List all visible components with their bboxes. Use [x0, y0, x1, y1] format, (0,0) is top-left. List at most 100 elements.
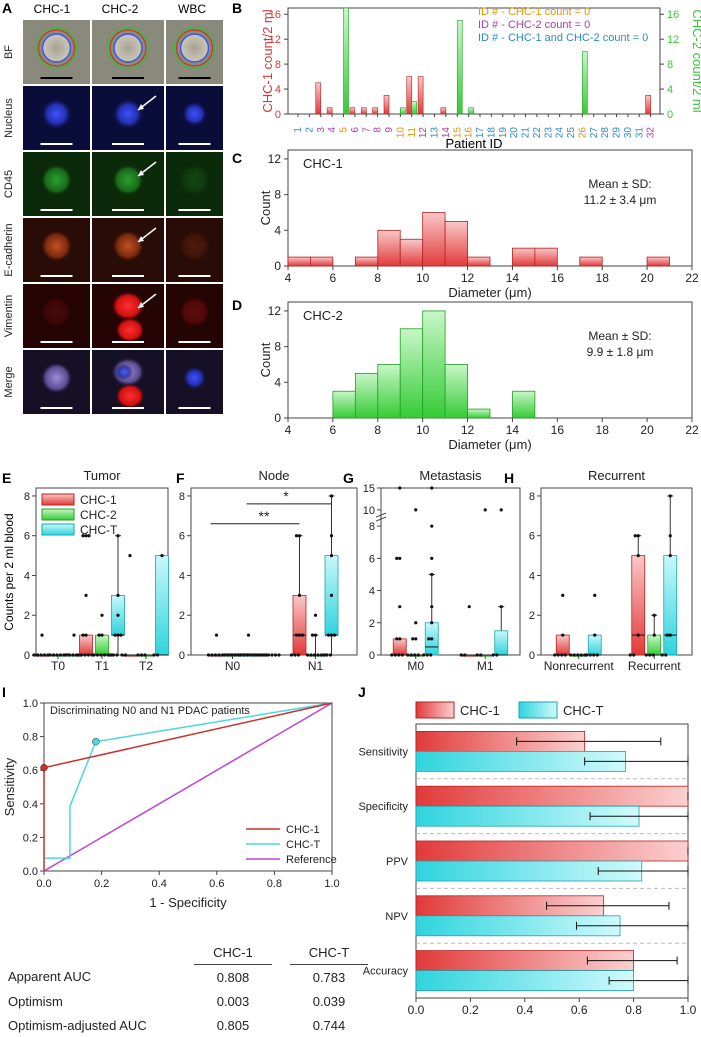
legend-swatch: [518, 701, 558, 719]
x-axis-label: 1 - Specificity: [149, 895, 227, 910]
data-point: [233, 653, 237, 657]
data-point: [499, 605, 503, 609]
histogram-bar: [646, 256, 670, 267]
legend-label: CHC-1: [286, 824, 320, 836]
histogram-bar: [354, 256, 379, 267]
data-point: [266, 653, 271, 657]
data-point: [51, 653, 56, 657]
auc-chct-value: 0.744: [312, 1017, 346, 1033]
auc-chc1-value: 0.805: [216, 1017, 250, 1033]
data-point: [100, 613, 104, 617]
panel-h-box: H Recurrent 0 2 4 6 8 Nonrecurrent Recurrent: [504, 468, 693, 673]
data-point: [64, 653, 68, 657]
cell-blob: [181, 101, 208, 127]
panel-a-micrographs: A CHC-1 CHC-2 WBC BF Nucleus CD45 E-cadheri…: [2, 0, 223, 414]
y-tick-label: 6: [529, 531, 535, 543]
y-tick-label: 2: [179, 610, 185, 622]
x-tick-label: 8: [374, 271, 381, 285]
cell-blob: [112, 230, 144, 262]
box-body: [647, 634, 662, 656]
metric-bar: [415, 840, 689, 862]
panel-i-label: I: [2, 684, 6, 700]
data-point: [332, 633, 337, 637]
panel-j-metrics: J 0.0 0.2 0.4 0.6 0.8 1.0 Sensitivity Specifici…: [358, 684, 697, 1017]
x-axis-label: Diameter (μm): [448, 285, 531, 300]
box-body: [155, 555, 169, 656]
optimal-cutoff-marker: [92, 737, 100, 746]
data-point: [87, 534, 91, 538]
annotation-arrowhead: [138, 170, 144, 176]
data-point: [668, 553, 672, 558]
cell-blob: [112, 98, 144, 130]
x-tick-label: 12: [461, 271, 475, 285]
x-tick-label: 0.8: [267, 878, 282, 890]
data-point: [95, 653, 100, 657]
data-point: [81, 534, 85, 538]
data-point: [651, 653, 655, 657]
data-point: [76, 653, 80, 657]
cell-outline-ecad: [37, 29, 76, 67]
y-tick-label: 2: [529, 610, 535, 622]
data-point: [115, 653, 119, 657]
x-tick-label: 6: [330, 423, 337, 437]
data-point: [312, 653, 317, 657]
x-tick-label: 0.2: [462, 1003, 479, 1017]
row-label-bf: BF: [3, 45, 15, 59]
data-point: [430, 486, 434, 490]
data-point: [210, 653, 214, 657]
histogram-bar: [579, 256, 603, 267]
cell-outline-ecad: [109, 29, 147, 67]
y-tick-label: 6: [179, 531, 185, 543]
y-tick-label: 1.0: [23, 698, 38, 710]
y-axis-label: Count: [258, 190, 273, 225]
panel-h-label: H: [504, 470, 514, 486]
y-tick-label: 12: [268, 152, 282, 166]
histogram-bar: [354, 372, 379, 419]
data-point: [633, 534, 637, 538]
cell-blob: [112, 164, 144, 196]
cell-outline-cd45: [35, 27, 78, 69]
row-label-e-cadherin: E-cadherin: [3, 223, 15, 276]
data-point: [83, 653, 87, 657]
legend-swatch: [41, 493, 75, 506]
bar-chc1: [417, 76, 424, 115]
data-point: [409, 653, 413, 657]
y-tick-label: 0: [274, 259, 281, 273]
data-point: [300, 633, 305, 637]
x-tick-label: 24: [555, 127, 566, 139]
data-point: [84, 593, 88, 597]
data-point: [119, 633, 123, 637]
data-point: [664, 653, 668, 657]
data-point: [108, 653, 112, 657]
left-tick-label: 0: [275, 109, 281, 121]
y-tick-label: 0.2: [23, 832, 38, 844]
y-tick-label: 10: [363, 505, 375, 517]
histogram-title: CHC-2: [303, 308, 343, 323]
histogram-bar: [512, 247, 536, 267]
x-tick-label: 4: [285, 423, 292, 437]
panel-g-box: G Metastasis 0 2 4 6 8 10 15 M0 M1: [343, 468, 521, 673]
roc-title: Discriminating N0 and N1 PDAC patients: [50, 705, 250, 717]
data-point: [636, 534, 640, 538]
panel-b-right-ylabel: CHC-2 count/2 ml: [690, 9, 701, 112]
histogram-bar: [332, 390, 356, 419]
left-tick-label: 16: [269, 9, 281, 21]
category-label: Specificity: [358, 801, 408, 813]
data-point: [652, 613, 656, 617]
box-body: [663, 555, 678, 656]
x-tick-label: 0.6: [571, 1003, 588, 1017]
x-tick-label: 0.0: [36, 878, 51, 890]
category-label: NPV: [385, 911, 408, 923]
legend-label: CHC-T: [80, 523, 118, 537]
data-point: [561, 593, 565, 597]
x-axis-label: Diameter (μm): [448, 437, 531, 452]
x-tick-label: 25: [566, 127, 577, 139]
plot-frame: [287, 149, 693, 267]
data-point: [113, 633, 117, 637]
panel-b-label: B: [232, 0, 242, 16]
data-point: [143, 653, 147, 657]
data-point: [297, 534, 302, 538]
data-point: [289, 653, 294, 657]
legend-label: CHC-T: [563, 703, 603, 718]
x-tick-label: 32: [646, 127, 657, 139]
